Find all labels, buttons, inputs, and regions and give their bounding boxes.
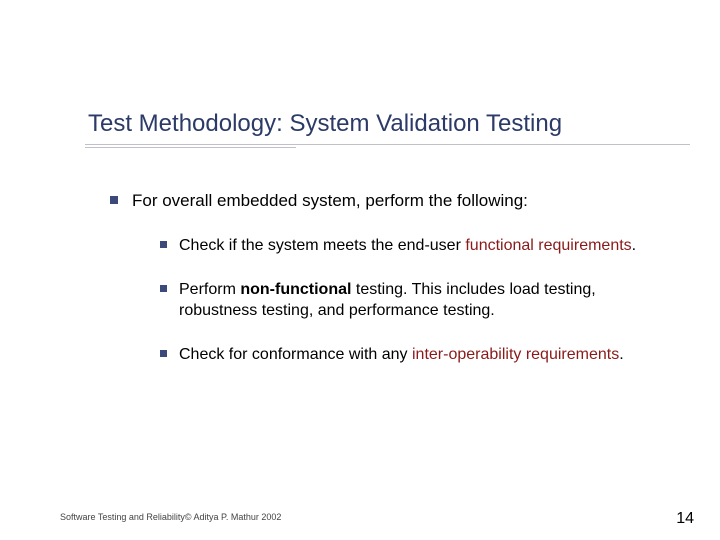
bullet-level1: For overall embedded system, perform the…: [110, 190, 660, 213]
square-bullet-icon: [160, 285, 167, 292]
bullet-level2: Perform non-functional testing. This inc…: [160, 279, 660, 322]
bold-text: non-functional: [240, 281, 351, 298]
text-pre: Check if the system meets the end-user: [179, 237, 465, 254]
bullet-text: Perform non-functional testing. This inc…: [179, 279, 660, 322]
highlight-text: functional requirements: [465, 237, 631, 254]
intro-text: For overall embedded system, perform the…: [132, 190, 528, 213]
square-bullet-icon: [160, 241, 167, 248]
page-number: 14: [676, 510, 694, 528]
text-pre: Check for conformance with any: [179, 346, 412, 363]
slide: Test Methodology: System Validation Test…: [0, 0, 720, 540]
highlight-text: inter-operability requirements: [412, 346, 619, 363]
title-block: Test Methodology: System Validation Test…: [88, 110, 690, 148]
title-underline: [85, 144, 690, 145]
footer-copyright: Software Testing and Reliability© Aditya…: [60, 512, 281, 522]
sub-bullets: Check if the system meets the end-user f…: [160, 235, 660, 365]
bullet-level2: Check if the system meets the end-user f…: [160, 235, 660, 257]
slide-title: Test Methodology: System Validation Test…: [88, 110, 690, 138]
title-underline-short: [85, 147, 296, 148]
text-pre: Perform: [179, 281, 240, 298]
text-post: .: [632, 237, 636, 254]
slide-body: For overall embedded system, perform the…: [110, 190, 660, 387]
square-bullet-icon: [110, 196, 118, 204]
bullet-level2: Check for conformance with any inter-ope…: [160, 344, 660, 366]
bullet-text: Check for conformance with any inter-ope…: [179, 344, 624, 366]
text-post: .: [619, 346, 623, 363]
square-bullet-icon: [160, 350, 167, 357]
bullet-text: Check if the system meets the end-user f…: [179, 235, 636, 257]
